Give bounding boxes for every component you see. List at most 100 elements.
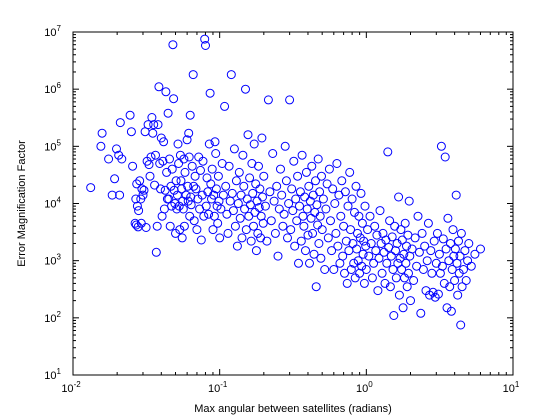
data-point bbox=[208, 225, 218, 235]
y-tick-label: 101 bbox=[44, 367, 61, 382]
data-point bbox=[357, 218, 367, 228]
data-point bbox=[382, 258, 392, 268]
data-point bbox=[206, 179, 216, 189]
data-point bbox=[104, 154, 114, 164]
data-point bbox=[431, 258, 441, 268]
data-point bbox=[331, 228, 341, 238]
data-point bbox=[278, 221, 288, 231]
data-point bbox=[304, 181, 314, 191]
data-point bbox=[115, 118, 125, 128]
data-point bbox=[303, 230, 313, 240]
data-point bbox=[459, 265, 468, 274]
data-point bbox=[394, 192, 404, 202]
data-point bbox=[191, 184, 201, 194]
data-point bbox=[314, 239, 324, 248]
data-point bbox=[228, 206, 238, 216]
data-point bbox=[199, 211, 209, 221]
data-point bbox=[400, 218, 410, 228]
data-point bbox=[329, 265, 339, 274]
data-point bbox=[318, 194, 328, 204]
data-point bbox=[375, 206, 385, 216]
data-point bbox=[223, 228, 233, 238]
data-point bbox=[354, 211, 364, 221]
data-point bbox=[372, 230, 382, 240]
data-point bbox=[364, 251, 374, 261]
data-point bbox=[112, 144, 121, 154]
data-point bbox=[341, 236, 351, 246]
data-point bbox=[311, 176, 320, 186]
data-point bbox=[336, 211, 346, 221]
data-point bbox=[190, 171, 200, 181]
data-point bbox=[398, 303, 408, 313]
data-point bbox=[135, 176, 145, 186]
data-point bbox=[466, 261, 476, 271]
data-point bbox=[333, 241, 343, 251]
data-point bbox=[291, 194, 301, 204]
data-point bbox=[370, 221, 380, 231]
data-point bbox=[361, 241, 371, 251]
data-point bbox=[151, 150, 160, 160]
data-point bbox=[308, 228, 318, 238]
data-point bbox=[449, 251, 459, 261]
data-point bbox=[441, 244, 451, 254]
data-point bbox=[343, 201, 353, 211]
data-point bbox=[192, 225, 202, 235]
data-point bbox=[259, 171, 269, 181]
data-point bbox=[188, 70, 198, 80]
data-point bbox=[224, 161, 234, 171]
data-point bbox=[178, 204, 188, 214]
data-point bbox=[439, 278, 449, 288]
data-point bbox=[229, 144, 239, 154]
data-point bbox=[186, 200, 196, 210]
data-point bbox=[417, 228, 427, 238]
data-point bbox=[179, 221, 189, 231]
data-point bbox=[416, 308, 426, 318]
data-point bbox=[456, 320, 466, 330]
data-point bbox=[187, 161, 197, 171]
data-point bbox=[423, 218, 433, 228]
data-point bbox=[286, 225, 296, 235]
data-point bbox=[141, 223, 151, 232]
data-point bbox=[165, 221, 175, 231]
data-point bbox=[125, 110, 135, 120]
data-point bbox=[456, 228, 466, 238]
data-point bbox=[289, 156, 299, 166]
y-tick-label: 104 bbox=[44, 196, 61, 211]
data-point bbox=[305, 196, 315, 206]
data-point bbox=[169, 94, 179, 104]
data-point bbox=[272, 181, 282, 191]
data-point bbox=[432, 228, 442, 238]
data-point bbox=[407, 244, 417, 254]
data-point bbox=[397, 265, 407, 274]
data-point bbox=[317, 171, 326, 181]
data-point bbox=[371, 246, 381, 256]
data-point bbox=[406, 296, 415, 306]
data-point bbox=[149, 120, 159, 130]
data-point bbox=[179, 154, 189, 164]
data-point bbox=[213, 218, 223, 228]
data-point bbox=[367, 273, 377, 283]
data-point bbox=[146, 152, 156, 162]
data-point bbox=[165, 154, 174, 164]
data-point bbox=[161, 87, 171, 97]
data-point bbox=[177, 233, 187, 243]
x-tick-label: 100 bbox=[356, 380, 373, 395]
data-point bbox=[205, 88, 215, 98]
data-point bbox=[433, 289, 443, 299]
data-point bbox=[369, 258, 379, 268]
data-point bbox=[180, 167, 190, 177]
data-point bbox=[243, 130, 253, 140]
data-point bbox=[380, 278, 390, 288]
data-point bbox=[204, 209, 214, 219]
data-point bbox=[274, 204, 284, 214]
data-point bbox=[352, 244, 362, 254]
data-point bbox=[301, 246, 310, 256]
data-point bbox=[172, 190, 182, 200]
data-point bbox=[414, 247, 424, 257]
data-point bbox=[332, 159, 342, 168]
data-point bbox=[249, 221, 258, 231]
data-point bbox=[143, 120, 153, 130]
data-point bbox=[399, 249, 409, 259]
data-point bbox=[402, 282, 412, 292]
data-point bbox=[269, 196, 279, 206]
